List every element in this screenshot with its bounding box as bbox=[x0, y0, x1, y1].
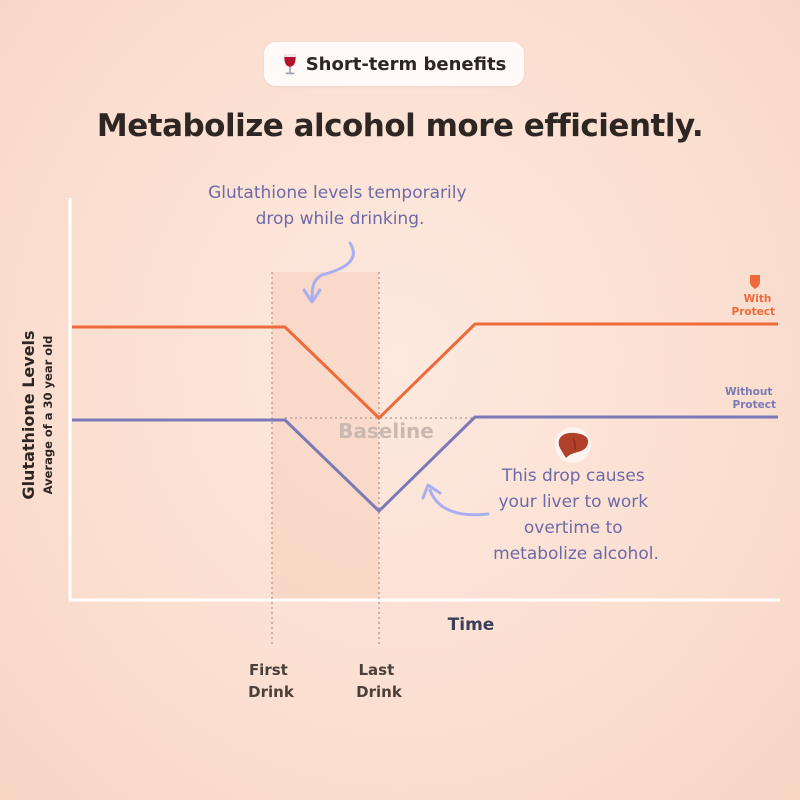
annotation-top: Glutathione levels temporarily drop whil… bbox=[208, 183, 472, 229]
shield-icon bbox=[750, 275, 760, 289]
annotation-top-arrowhead bbox=[302, 288, 322, 304]
y-axis-label: Glutathione Levels bbox=[19, 330, 38, 499]
drinking-window-highlight bbox=[272, 272, 379, 600]
series-line-with-protect bbox=[72, 322, 778, 421]
series-line-without-protect bbox=[72, 415, 778, 514]
wine-glass-icon bbox=[283, 54, 296, 75]
annotation-right-arrow bbox=[428, 488, 490, 517]
annotation-right: This drop causes your liver to work over… bbox=[493, 466, 659, 564]
section-badge-label: Short-term benefits bbox=[305, 53, 507, 75]
y-axis-sublabel: Average of a 30 year old bbox=[41, 336, 55, 495]
headline: Metabolize alcohol more efficiently. bbox=[96, 108, 704, 144]
x-axis-label: Time bbox=[448, 615, 495, 635]
first-drink-label: First Drink bbox=[248, 661, 295, 701]
baseline-label: Baseline bbox=[338, 419, 434, 443]
liver-icon bbox=[555, 427, 591, 463]
legend-without-protect: Without Protect bbox=[725, 386, 776, 411]
last-drink-label: Last Drink bbox=[356, 661, 403, 701]
legend-with-protect: With Protect bbox=[732, 293, 775, 318]
annotation-top-arrow bbox=[310, 241, 355, 302]
annotation-right-arrowhead bbox=[421, 483, 442, 500]
section-badge: Short-term benefits bbox=[264, 42, 524, 86]
